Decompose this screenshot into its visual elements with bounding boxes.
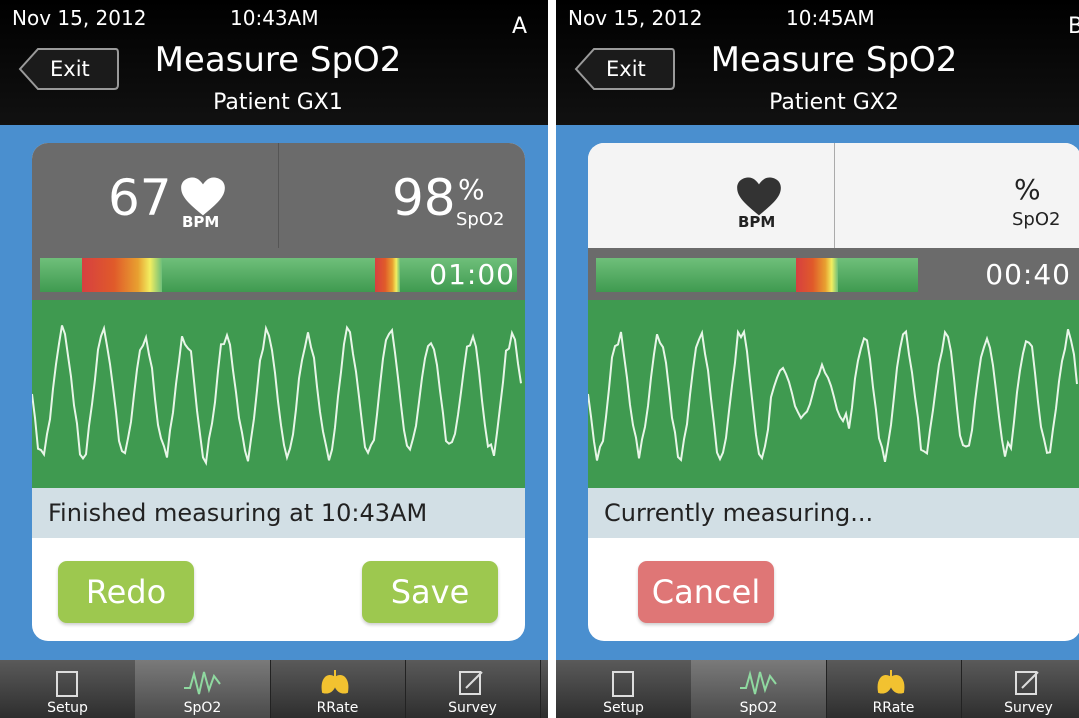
time: 10:43AM (230, 6, 319, 30)
alert-segment (375, 258, 400, 292)
icon-shape (1015, 671, 1039, 695)
icon-shape (321, 670, 349, 694)
date: Nov 15, 2012 (568, 6, 703, 30)
bpm-unit: BPM (738, 213, 776, 231)
measure-card: 67 BPM 98% SpO2 01:00 Finished measuring at 1… (32, 143, 525, 641)
tab[interactable]: SpO2 (135, 660, 271, 718)
readings: BPM% SpO2 (588, 143, 1079, 248)
measure-card: BPM% SpO2 00:40 Currently measuring... Cance… (588, 143, 1079, 641)
tab-icon (56, 671, 78, 697)
status-bar: Finished measuring at 10:43AM (32, 488, 525, 538)
heart-shape (737, 177, 781, 216)
progress-strip: 00:40 (588, 248, 1079, 300)
icon-shape (877, 670, 905, 694)
tab[interactable]: RRate (270, 660, 406, 718)
action-button[interactable]: Cancel (638, 561, 774, 623)
readings: 67 BPM 98% SpO2 (32, 143, 525, 248)
title: Measure SpO2 (154, 40, 402, 80)
action-button[interactable]: Save (362, 561, 498, 623)
progress-strip: 01:00 (32, 248, 525, 300)
title: Measure SpO2 (710, 40, 958, 80)
tab-icon (612, 671, 634, 697)
tab-label: SpO2 (183, 700, 222, 716)
tab[interactable]: Setup (0, 660, 136, 718)
tab-icon (184, 670, 221, 695)
header: Nov 15, 2012 10:43AM A Exit Measure SpO2 Pati… (0, 0, 548, 125)
tab[interactable]: Setup (556, 660, 692, 718)
percent-sign: % (1014, 173, 1041, 206)
progress-bar (40, 258, 517, 292)
patient: Patient GX2 (769, 90, 899, 115)
tab-icon (459, 671, 483, 695)
tab-label: SpO2 (739, 700, 778, 716)
tab[interactable]: Survey (405, 660, 541, 718)
exit-shape (18, 48, 119, 90)
waveform-line (588, 328, 1078, 463)
icon-shape (56, 671, 78, 697)
divider (278, 143, 279, 248)
spo2-unit: SpO2 (456, 209, 505, 230)
tab-label: Setup (47, 700, 88, 716)
alert-segment (82, 258, 162, 292)
tab-icon (740, 670, 777, 695)
status-bar: Currently measuring... (588, 488, 1079, 538)
time: 10:45AM (786, 6, 875, 30)
date: Nov 15, 2012 (12, 6, 147, 30)
waveform-line (32, 324, 522, 466)
exit-outline (18, 48, 119, 90)
action-button[interactable]: Redo (58, 561, 194, 623)
tab-bar: Setup SpO2 RRate Survey (0, 660, 548, 718)
tab[interactable]: RRate (826, 660, 962, 718)
exit-shape (574, 48, 675, 90)
divider (834, 143, 835, 248)
timer: 00:40 (985, 258, 1071, 291)
tab-bar: Setup SpO2 RRate Survey (556, 660, 1079, 718)
heart-icon (737, 177, 781, 216)
spo2-unit: SpO2 (1012, 209, 1061, 230)
tab-icon (877, 670, 905, 694)
icon-shape (184, 670, 221, 695)
tab-label: Survey (1004, 700, 1053, 716)
timer: 01:00 (429, 258, 515, 291)
tab-icon (1015, 671, 1039, 695)
header: Nov 15, 2012 10:45AM B Exit Measure SpO2 Pati… (556, 0, 1079, 125)
exit-button[interactable]: Exit (574, 47, 676, 91)
waveform (588, 300, 1079, 488)
phone-screen: Nov 15, 2012 10:45AM B Exit Measure SpO2 Pati… (556, 0, 1079, 718)
exit-button[interactable]: Exit (18, 47, 120, 91)
heart-icon (181, 177, 225, 216)
alert-segment (796, 258, 838, 292)
exit-label: Exit (50, 57, 90, 81)
bpm-value: 67 (108, 169, 172, 227)
tab-icon (321, 670, 349, 694)
bpm-unit: BPM (182, 213, 220, 231)
screen-label: A (512, 14, 528, 39)
phone-screen: Nov 15, 2012 10:43AM A Exit Measure SpO2 Pati… (0, 0, 548, 718)
exit-outline (574, 48, 675, 90)
tab-label: Setup (603, 700, 644, 716)
spo2-value: 98 (392, 169, 456, 227)
patient: Patient GX1 (213, 90, 343, 115)
icon-shape (459, 671, 483, 695)
waveform (32, 300, 525, 488)
tab[interactable]: SpO2 (691, 660, 827, 718)
icon-shape (740, 670, 777, 695)
tab[interactable]: Survey (961, 660, 1079, 718)
tab-label: RRate (872, 700, 915, 716)
exit-label: Exit (606, 57, 646, 81)
percent-sign: % (458, 173, 485, 206)
heart-shape (181, 177, 225, 216)
icon-shape (612, 671, 634, 697)
screen-label: B (1068, 14, 1079, 39)
tab-label: Survey (448, 700, 497, 716)
tab-label: RRate (316, 700, 359, 716)
progress-bar (596, 258, 918, 292)
